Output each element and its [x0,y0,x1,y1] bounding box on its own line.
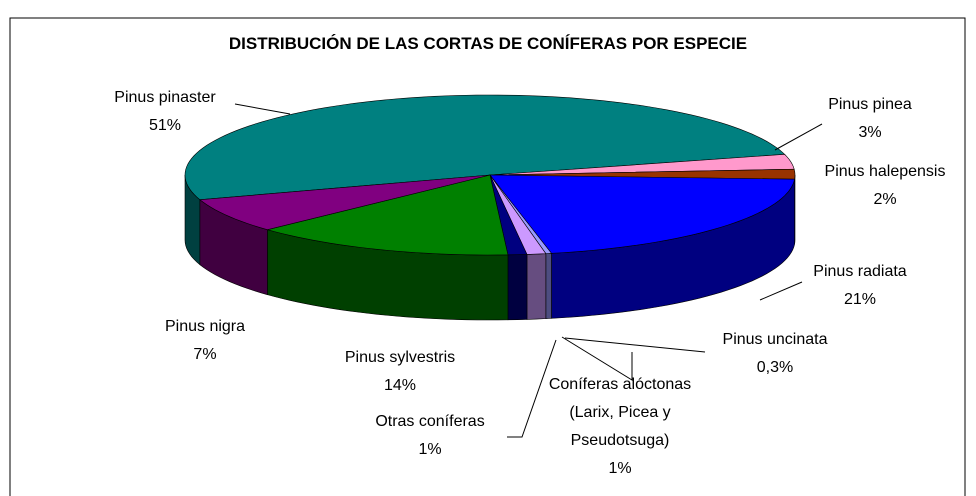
slice-side [545,253,552,319]
slice-label: Otras coníferas 1% [375,408,484,464]
slice-label: Pinus sylvestris 14% [345,344,455,400]
value-label: 1% [418,441,442,458]
slice [184,94,786,201]
category-label: Otras coníferas [375,413,485,430]
slice [267,174,509,256]
slice-label: Pinus pinea 3% [828,91,912,147]
category-label: Coníferas alóctonas (Larix, Picea y Pseu… [548,376,692,449]
leader-line [561,336,633,381]
value-label: 7% [193,346,217,363]
slice-label: Pinus halepensis 2% [825,158,946,214]
value-label: 14% [383,377,417,394]
category-label: Pinus pinea [828,96,912,113]
slice-side [526,253,547,320]
slice-label: Pinus pinaster 51% [114,84,215,140]
slice [489,174,795,254]
category-label: Pinus uncinata [722,331,828,348]
category-label: Pinus pinaster [114,89,216,106]
slice [199,174,491,230]
slice-label: Coníferas alóctonas (Larix, Picea y Pseu… [535,371,705,483]
category-label: Pinus nigra [164,318,246,335]
value-label: 2% [873,191,897,208]
category-label: Pinus halepensis [824,163,946,180]
leader-line [774,123,823,151]
value-label: 51% [148,117,182,134]
leader-line [759,281,803,301]
slice-label: Pinus radiata 21% [813,258,906,314]
slice-label: Pinus uncinata 0,3% [723,326,828,382]
category-label: Pinus sylvestris [344,349,456,366]
slice [489,154,795,176]
value-label: 1% [608,460,632,477]
value-label: 21% [843,291,877,308]
value-label: 3% [858,124,882,141]
value-label: 0,3% [756,359,794,376]
leader-line [234,103,291,115]
category-label: Pinus radiata [813,263,907,280]
leader-lines [234,103,823,438]
leader-line [507,339,557,438]
chart-title: DISTRIBUCIÓN DE LAS CORTAS DE CONÍFERAS … [228,34,748,53]
slice-side [507,254,528,321]
leader-line [564,337,706,353]
slice-label: Pinus nigra 7% [165,313,245,369]
pie [184,94,796,321]
